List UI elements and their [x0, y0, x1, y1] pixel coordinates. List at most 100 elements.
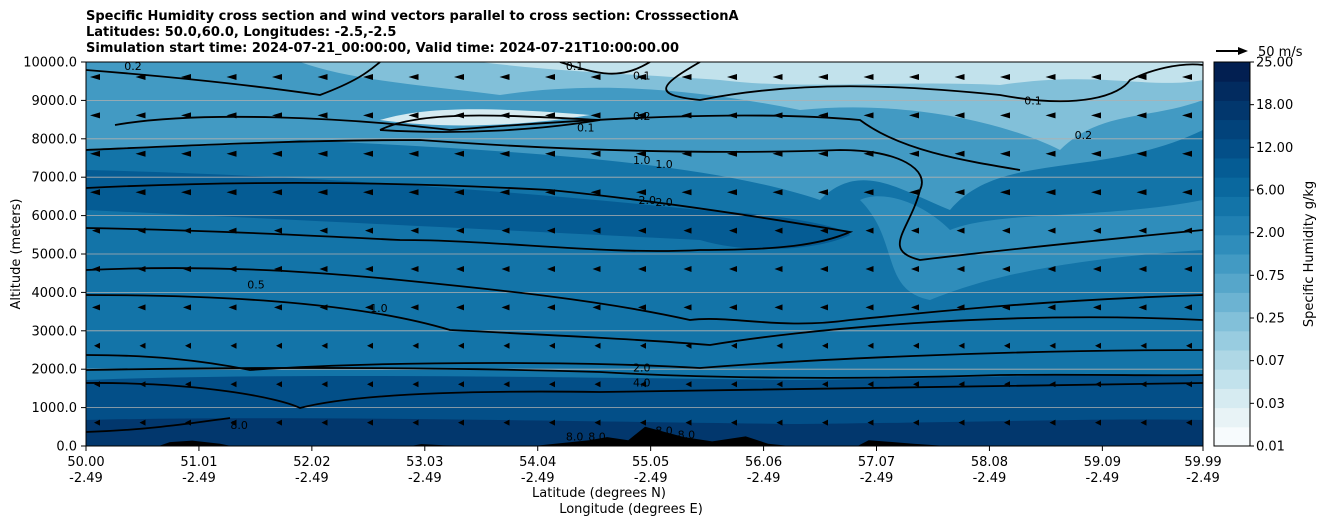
wind-arrow [727, 112, 737, 119]
wind-arrow [94, 419, 100, 426]
wind-arrow [185, 381, 191, 388]
x-tick-label-lat: 53.03 [406, 455, 443, 470]
wind-arrow [818, 74, 828, 80]
wind-arrow [137, 266, 146, 272]
wind-arrow [137, 304, 146, 311]
wind-arrow [226, 150, 237, 157]
wind-arrow [363, 112, 373, 119]
wind-arrow [729, 227, 737, 234]
wind-arrow [363, 189, 373, 196]
x-tick-label-lon: -2.49 [408, 471, 442, 486]
wind-arrow [367, 381, 373, 388]
colorbar-level [1214, 407, 1250, 428]
wind-arrow [640, 419, 646, 426]
wind-arrow [729, 304, 737, 311]
wind-arrow [822, 381, 828, 388]
contour-line-11 [86, 382, 1203, 409]
contour-label: 8.0 [566, 430, 584, 443]
wind-arrow [1182, 112, 1192, 119]
wind-arrow [1049, 381, 1056, 388]
wind-arrow [139, 381, 146, 388]
wind-arrow [731, 419, 737, 426]
wind-arrow [590, 189, 601, 196]
contour-line-6 [86, 182, 854, 252]
wind-arrow [681, 112, 692, 119]
contour-label: 4.0 [633, 377, 651, 390]
contour-line-7 [86, 267, 1203, 325]
wind-arrow [727, 150, 737, 157]
wind-arrow [1182, 189, 1192, 196]
contour-line-0 [86, 62, 381, 96]
wind-arrow [1047, 227, 1056, 234]
wind-key: 50 m/s [1216, 45, 1303, 60]
contour-label: 0.2 [124, 60, 142, 73]
wind-arrow [820, 227, 828, 234]
wind-arrow [911, 227, 919, 234]
contour-label: 1.0 [633, 154, 651, 167]
y-tick-label: 9000.0 [32, 94, 78, 109]
wind-arrow [276, 342, 282, 349]
wind-arrow [137, 227, 146, 234]
wind-arrow [863, 112, 874, 119]
wind-arrow [363, 150, 373, 157]
wind-arrow [365, 266, 373, 272]
wind-arrow [1186, 381, 1192, 388]
y-tick-label: 3000.0 [32, 324, 78, 339]
wind-arrow [408, 189, 419, 196]
colorbar-level [1214, 254, 1250, 274]
x-tick-label-lon: -2.49 [69, 471, 103, 486]
wind-arrow [183, 227, 191, 234]
wind-arrow [774, 304, 783, 311]
wind-arrow [640, 381, 646, 388]
wind-arrow [1002, 304, 1010, 311]
wind-arrow [681, 150, 692, 157]
wind-arrow [592, 266, 601, 272]
wind-arrow [456, 227, 464, 234]
wind-arrow [1000, 112, 1010, 119]
wind-arrow [135, 189, 146, 196]
wind-arrow [776, 342, 783, 349]
wind-arrow [272, 74, 282, 80]
terrain [86, 426, 1203, 446]
wind-arrow [820, 304, 828, 311]
colorbar-level [1214, 177, 1250, 197]
y-tick-label: 2000.0 [32, 363, 78, 378]
wind-arrow [92, 266, 100, 272]
wind-arrow [958, 342, 965, 349]
wind-arrow [685, 419, 692, 426]
x-tick-label-lat: 58.08 [971, 455, 1008, 470]
wind-arrow [317, 74, 328, 80]
wind-arrow [92, 227, 100, 234]
wind-arrow [638, 227, 646, 234]
wind-arrow [681, 74, 692, 80]
wind-arrow [1186, 342, 1192, 349]
wind-arrow [549, 419, 555, 426]
wind-arrow [818, 112, 828, 119]
wind-arrow [1140, 381, 1147, 388]
wind-arrow [820, 266, 828, 272]
wind-arrow [321, 381, 328, 388]
wind-arrow [228, 227, 237, 234]
wind-arrow [503, 381, 510, 388]
contour-label: 0.1 [633, 69, 651, 82]
fill-band-3 [380, 109, 590, 126]
y-tick-label: 6000.0 [32, 209, 78, 224]
wind-arrow [410, 266, 419, 272]
wind-arrow [590, 74, 601, 80]
contour-label: 0.2 [1075, 129, 1093, 142]
colorbar-tick-label: 0.75 [1256, 269, 1285, 284]
wind-arrow [319, 304, 328, 311]
wind-arrow [774, 266, 783, 272]
wind-arrow [226, 189, 237, 196]
contour-label: 0.1 [577, 121, 595, 134]
x-axis: 50.00-2.4951.01-2.4952.02-2.4953.03-2.49… [67, 446, 1222, 486]
wind-arrow [1004, 381, 1010, 388]
wind-arrow [865, 266, 874, 272]
wind-arrow [412, 342, 419, 349]
wind-arrow [94, 342, 100, 349]
grid-lines [86, 100, 1203, 409]
wind-arrow [1047, 266, 1056, 272]
wind-arrow [321, 342, 328, 349]
x-tick-label-lat: 57.07 [858, 455, 895, 470]
wind-arrow [365, 227, 373, 234]
